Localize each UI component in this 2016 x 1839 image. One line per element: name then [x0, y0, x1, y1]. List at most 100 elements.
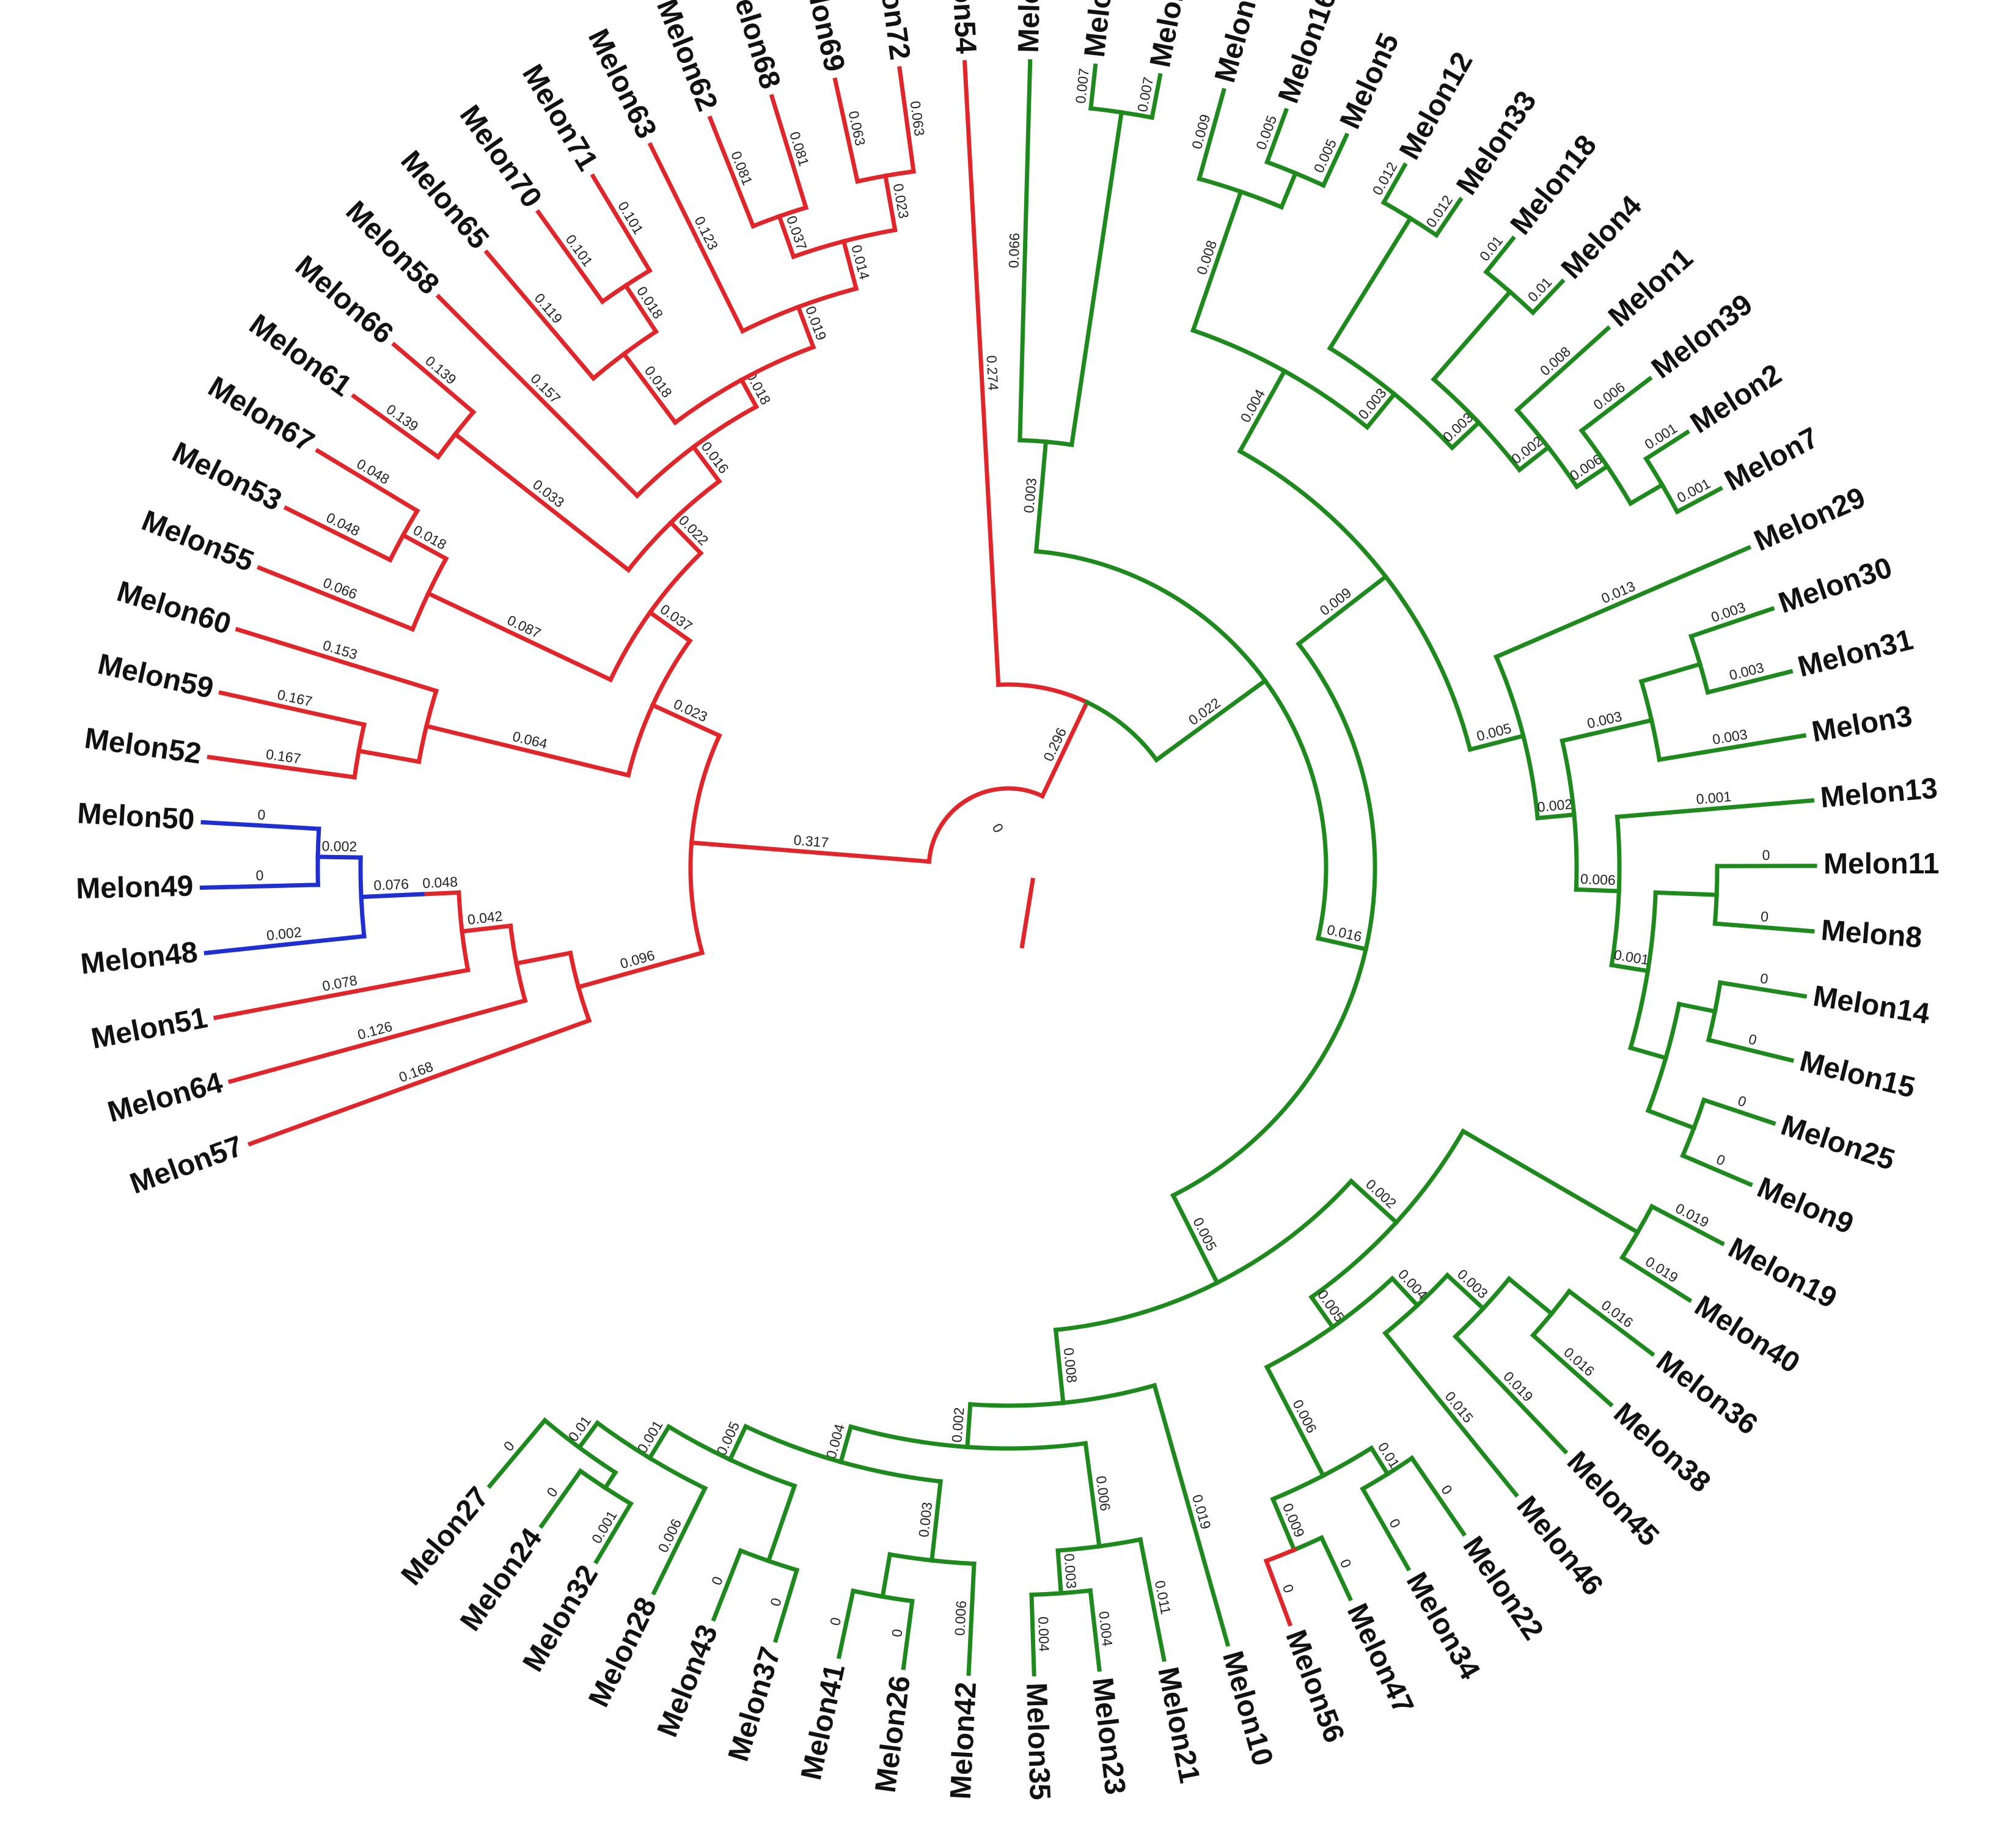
internal-branch [621, 351, 678, 426]
connector-arc [623, 267, 653, 289]
leaf-label-melon44: Melon44 [1013, 0, 1048, 53]
connector-arc [1262, 677, 1329, 941]
branch-length-label: 0.006 [1580, 871, 1616, 888]
connector-arc [968, 1400, 1066, 1408]
connector-arc [647, 1455, 708, 1491]
connector-arc [750, 213, 782, 229]
leaf-branch [199, 883, 320, 890]
connector-arc [416, 723, 430, 765]
connector-arc [776, 205, 809, 219]
connector-arc [690, 403, 760, 450]
leaf-label-melon29: Melon29 [1750, 481, 1870, 557]
connector-arc [1706, 1008, 1718, 1043]
connector-arc [1061, 1382, 1157, 1406]
internal-branch [1638, 661, 1703, 685]
internal-branch [1348, 1178, 1399, 1226]
branch-length-label: 0.004 [1035, 1617, 1052, 1653]
connector-arc [1360, 1470, 1391, 1492]
branch-length-label: 0.01 [1525, 274, 1555, 305]
internal-branch [1368, 1445, 1391, 1477]
leaf-branch [1657, 733, 1807, 762]
internal-branch [965, 1402, 973, 1450]
leaf-label-melon55: Melon55 [137, 504, 258, 578]
leaf-branch [351, 393, 441, 460]
connector-arc [1643, 455, 1665, 488]
connector-arc [841, 227, 898, 244]
connector-arc [1017, 438, 1049, 444]
connector-arc [1688, 633, 1703, 667]
leaf-label-melon31: Melon31 [1795, 623, 1916, 683]
connector-arc [1609, 889, 1621, 968]
leaf-label-melon16: Melon16 [1272, 0, 1343, 108]
leaf-branch [707, 115, 756, 229]
branch-length-label: 0.001 [1696, 788, 1732, 807]
connector-arc [689, 732, 722, 845]
internal-branch [647, 1423, 672, 1461]
connector-arc [1296, 641, 1377, 952]
leaf-branch [538, 1468, 584, 1529]
internal-branch [1449, 419, 1482, 451]
leaf-branch [247, 1018, 592, 1147]
connector-arc [850, 1588, 885, 1599]
connector-arc [1452, 1305, 1487, 1340]
leaf-branch [1197, 87, 1226, 182]
connector-arc [738, 344, 816, 383]
internal-branch [1033, 439, 1049, 554]
leaf-label-melon11: Melon11 [1824, 848, 1940, 880]
leaf-label-melon20: Melon20 [1144, 0, 1198, 70]
leaf-label-melon35: Melon35 [1020, 1682, 1056, 1800]
connector-arc [647, 550, 704, 615]
leaf-label-melon33: Melon33 [1450, 86, 1543, 201]
connector-arc [1053, 1280, 1220, 1332]
leaf-label-melon67: Melon67 [202, 370, 320, 459]
internal-branch [1170, 1192, 1220, 1286]
leaf-label-melon24: Melon24 [454, 1522, 549, 1637]
leaf-label-melon10: Melon10 [1216, 1648, 1279, 1769]
leaf-label-melon64: Melon64 [104, 1066, 227, 1129]
leaf-label-melon12: Melon12 [1393, 47, 1479, 165]
internal-branch [795, 304, 816, 350]
connector-arc [880, 1594, 915, 1604]
branch-length-label: 0.076 [373, 876, 409, 894]
connector-arc [650, 637, 693, 708]
branch-length-label: 0 [708, 1574, 726, 1587]
connector-arc [1680, 1125, 1697, 1159]
leaf-branch [1319, 1535, 1353, 1602]
connector-arc [742, 1423, 844, 1465]
connector-arc [1560, 738, 1577, 817]
leaf-branch [1088, 63, 1098, 111]
connector-arc [996, 682, 1090, 705]
leaf-label-melon52: Melon52 [82, 722, 203, 771]
leaf-branch [1409, 1455, 1467, 1537]
leaf-label-melon1: Melon1 [1602, 241, 1699, 333]
leaf-branch [227, 997, 528, 1084]
leaf-branch [897, 66, 916, 174]
connector-arc [1096, 1536, 1143, 1549]
connector-arc [387, 532, 406, 563]
leaf-branch [966, 1561, 977, 1676]
internal-branch [766, 1483, 797, 1564]
connector-arc [1264, 159, 1299, 176]
branch-length-label: 0.066 [1006, 233, 1023, 268]
branch-length-label: 0.003 [915, 1502, 935, 1538]
leaf-label-melon8: Melon8 [1820, 914, 1923, 955]
internal-branch [1308, 1294, 1336, 1331]
leaf-label-melon39: Melon39 [1646, 288, 1759, 385]
connector-arc [727, 1456, 797, 1489]
leaf-label-melon37: Melon37 [722, 1643, 787, 1765]
leaf-label-melon25: Melon25 [1777, 1109, 1899, 1176]
connector-arc [359, 894, 367, 939]
leaf-label-melon38: Melon38 [1607, 1397, 1717, 1499]
internal-branch [460, 923, 513, 934]
branch-length-label: 0 [1759, 970, 1770, 987]
leaf-branch [1321, 132, 1350, 188]
connector-arc [607, 609, 653, 683]
leaf-label-melon56: Melon56 [1279, 1626, 1351, 1747]
leaf-label-melon66: Melon66 [289, 249, 400, 350]
internal-branch [1264, 1364, 1327, 1479]
internal-branch [1645, 1107, 1697, 1131]
leaf-label-melon21: Melon21 [1151, 1664, 1206, 1786]
branch-length-label: 0.006 [1093, 1475, 1113, 1512]
connector-arc [1320, 1445, 1375, 1479]
branch-length-label: 0.008 [1061, 1347, 1080, 1384]
